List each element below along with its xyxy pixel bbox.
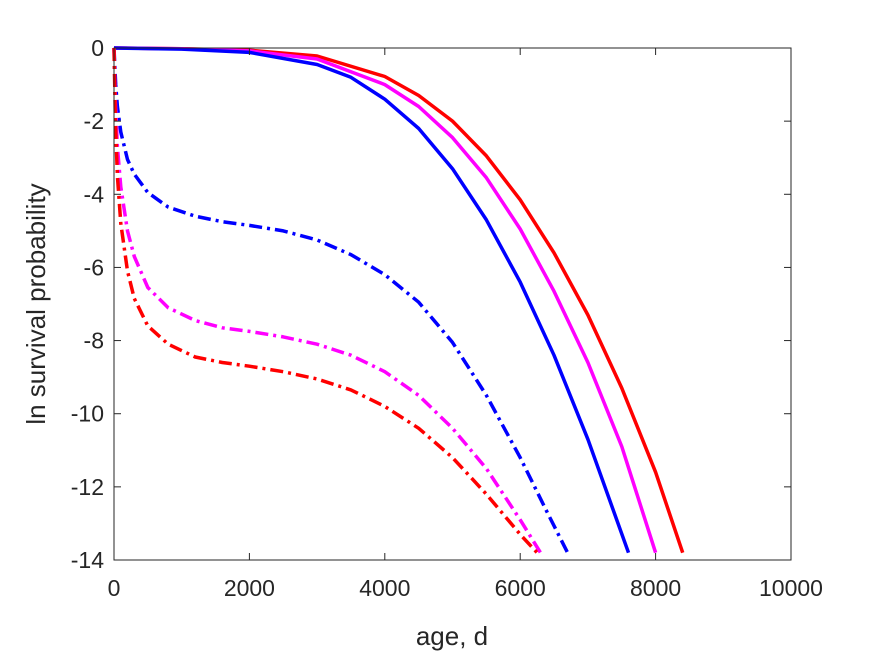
plot-frame bbox=[113, 47, 792, 561]
y-tick-label: -14 bbox=[71, 547, 104, 573]
y-tick-label: -6 bbox=[84, 254, 104, 280]
y-axis-label: ln survival probability bbox=[21, 183, 51, 424]
series-line-5 bbox=[112, 47, 542, 554]
x-tick-label: 6000 bbox=[495, 575, 546, 601]
x-tick-label: 2000 bbox=[224, 575, 275, 601]
series-line-4 bbox=[112, 47, 570, 554]
y-tick-label: 0 bbox=[91, 35, 104, 61]
axes-layer: 0 2000 4000 6000 8000 10000 0 -2 -4 -6 -8 -10 -12 -14 bbox=[71, 35, 823, 601]
x-tick-label: 4000 bbox=[359, 575, 410, 601]
x-tick-label: 10000 bbox=[759, 575, 823, 601]
x-tick-label: 8000 bbox=[630, 575, 681, 601]
x-tick-label: 0 bbox=[108, 575, 121, 601]
y-tick-label: -10 bbox=[71, 401, 104, 427]
y-tick-label: -2 bbox=[84, 108, 104, 134]
y-tick-label: -8 bbox=[84, 328, 104, 354]
y-tick-label: -12 bbox=[71, 474, 104, 500]
x-axis-label: age, d bbox=[416, 621, 488, 651]
series-line-6 bbox=[112, 47, 539, 554]
y-tick-label: -4 bbox=[84, 181, 105, 207]
